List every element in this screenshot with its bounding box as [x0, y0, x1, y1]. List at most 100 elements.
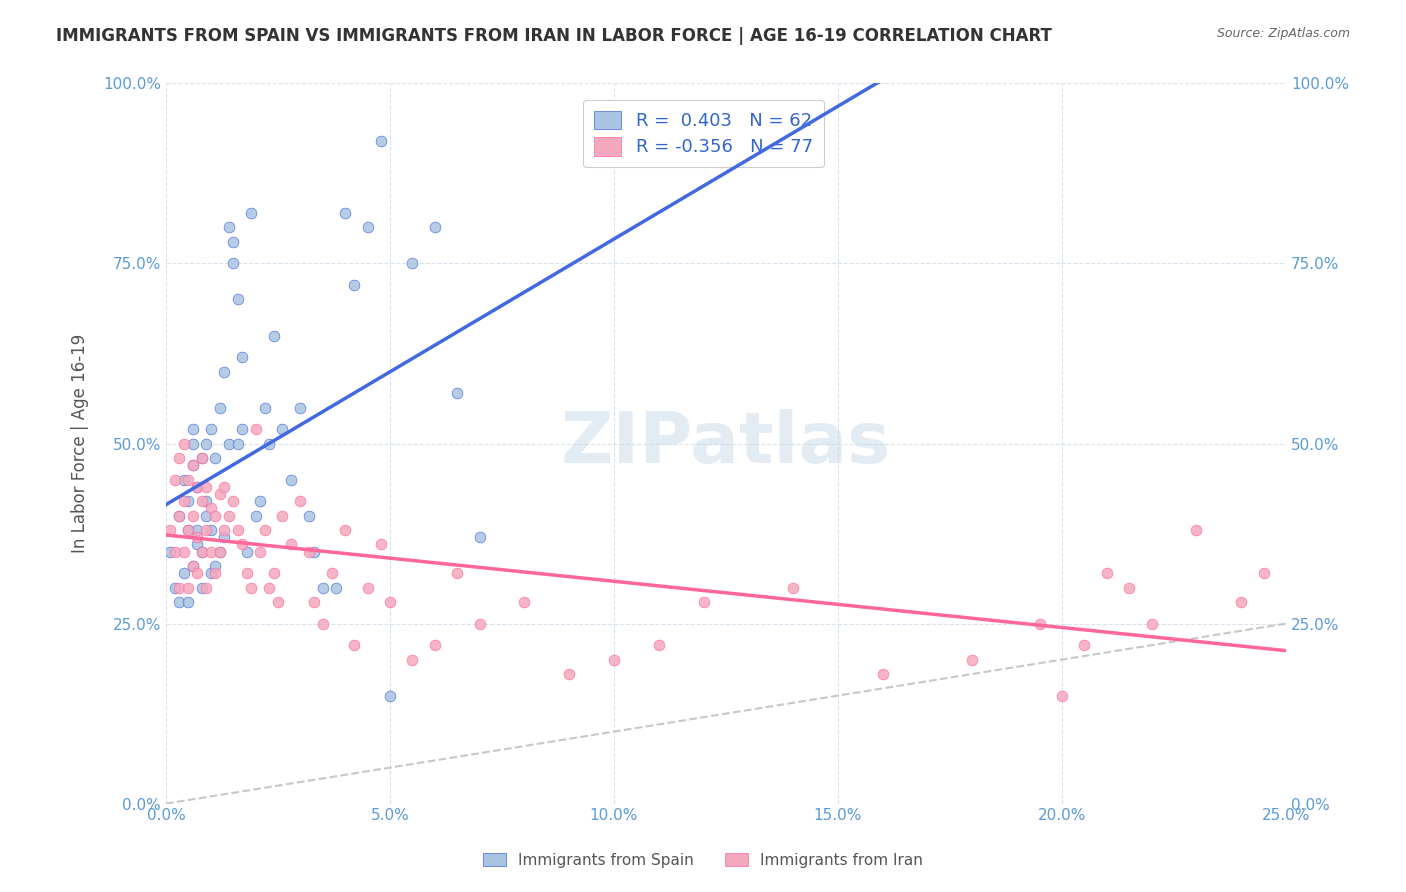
- Point: [208, 544, 231, 558]
- Point: [280, 537, 302, 551]
- Point: [1050, 689, 1073, 703]
- Point: [212, 480, 235, 494]
- Point: [302, 544, 325, 558]
- Point: [181, 558, 204, 573]
- Point: [468, 616, 491, 631]
- Point: [321, 566, 343, 581]
- Point: [159, 544, 181, 558]
- Point: [280, 473, 302, 487]
- Point: [226, 436, 249, 450]
- Point: [370, 537, 392, 551]
- Point: [335, 206, 357, 220]
- Point: [177, 581, 200, 595]
- Point: [204, 558, 226, 573]
- Point: [169, 508, 191, 523]
- Point: [186, 480, 208, 494]
- Point: [356, 581, 378, 595]
- Point: [186, 566, 208, 581]
- Point: [195, 494, 218, 508]
- Point: [257, 436, 280, 450]
- Point: [253, 401, 276, 415]
- Point: [163, 544, 186, 558]
- Point: [200, 501, 222, 516]
- Point: [173, 494, 195, 508]
- Point: [603, 652, 626, 666]
- Point: [177, 595, 200, 609]
- Point: [423, 220, 446, 235]
- Point: [231, 350, 253, 364]
- Point: [181, 508, 204, 523]
- Point: [200, 422, 222, 436]
- Point: [263, 328, 285, 343]
- Point: [245, 422, 267, 436]
- Point: [200, 544, 222, 558]
- Point: [335, 523, 357, 537]
- Point: [290, 494, 312, 508]
- Point: [231, 422, 253, 436]
- Text: IMMIGRANTS FROM SPAIN VS IMMIGRANTS FROM IRAN IN LABOR FORCE | AGE 16-19 CORRELA: IMMIGRANTS FROM SPAIN VS IMMIGRANTS FROM…: [56, 27, 1052, 45]
- Point: [290, 401, 312, 415]
- Point: [212, 530, 235, 544]
- Point: [253, 523, 276, 537]
- Point: [226, 293, 249, 307]
- Point: [231, 537, 253, 551]
- Point: [298, 544, 321, 558]
- Point: [195, 508, 218, 523]
- Point: [446, 386, 468, 401]
- Point: [235, 566, 257, 581]
- Point: [195, 523, 218, 537]
- Point: [169, 508, 191, 523]
- Point: [191, 450, 214, 465]
- Point: [1253, 566, 1275, 581]
- Point: [169, 595, 191, 609]
- Point: [204, 508, 226, 523]
- Point: [692, 595, 714, 609]
- Point: [1073, 638, 1095, 652]
- Point: [1118, 581, 1140, 595]
- Point: [181, 458, 204, 472]
- Point: [169, 450, 191, 465]
- Point: [302, 595, 325, 609]
- Point: [159, 523, 181, 537]
- Point: [186, 530, 208, 544]
- Point: [312, 616, 335, 631]
- Point: [191, 544, 214, 558]
- Point: [271, 422, 294, 436]
- Point: [267, 595, 290, 609]
- Point: [240, 581, 263, 595]
- Point: [195, 480, 218, 494]
- Point: [181, 558, 204, 573]
- Point: [208, 401, 231, 415]
- Point: [204, 566, 226, 581]
- Point: [195, 581, 218, 595]
- Point: [173, 436, 195, 450]
- Legend: Immigrants from Spain, Immigrants from Iran: Immigrants from Spain, Immigrants from I…: [475, 845, 931, 875]
- Point: [378, 689, 401, 703]
- Point: [401, 256, 423, 270]
- Point: [1095, 566, 1118, 581]
- Point: [343, 278, 366, 293]
- Point: [872, 667, 894, 681]
- Point: [513, 595, 536, 609]
- Point: [343, 638, 366, 652]
- Point: [249, 494, 271, 508]
- Point: [1185, 523, 1208, 537]
- Point: [169, 581, 191, 595]
- Point: [181, 436, 204, 450]
- Point: [782, 581, 804, 595]
- Point: [181, 422, 204, 436]
- Point: [240, 206, 263, 220]
- Point: [177, 523, 200, 537]
- Point: [558, 667, 581, 681]
- Point: [177, 473, 200, 487]
- Point: [191, 581, 214, 595]
- Point: [191, 494, 214, 508]
- Point: [186, 480, 208, 494]
- Point: [446, 566, 468, 581]
- Point: [235, 544, 257, 558]
- Point: [378, 595, 401, 609]
- Point: [177, 494, 200, 508]
- Point: [249, 544, 271, 558]
- Point: [222, 235, 245, 249]
- Point: [186, 523, 208, 537]
